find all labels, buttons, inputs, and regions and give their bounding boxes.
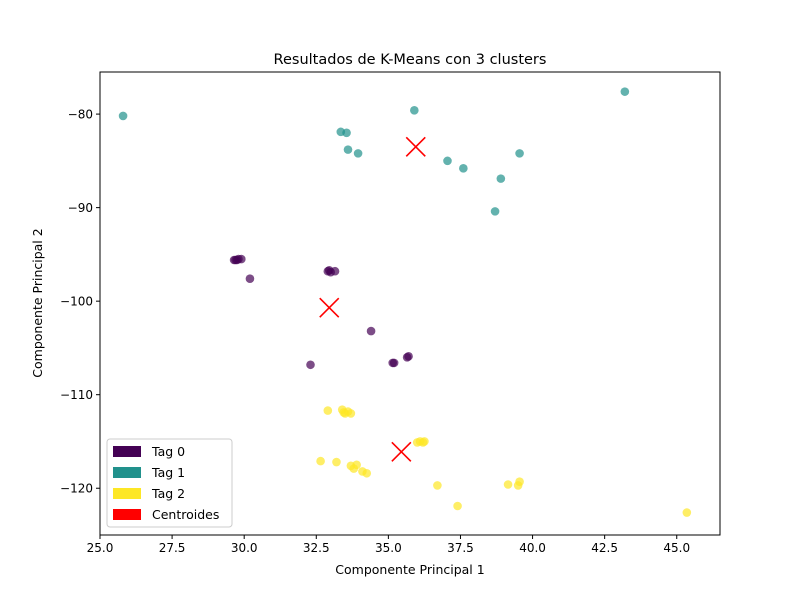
y-tick-label: −100 bbox=[60, 295, 93, 309]
chart-title: Resultados de K-Means con 3 clusters bbox=[274, 52, 547, 68]
scatter-point-tag1-0 bbox=[118, 111, 128, 121]
scatter-point-tag0-10 bbox=[366, 326, 376, 336]
x-tick-label: 35.0 bbox=[375, 541, 402, 555]
scatter-point-tag1-9 bbox=[515, 149, 524, 158]
x-tick-label: 27.5 bbox=[159, 541, 186, 555]
scatter-point-tag1-10 bbox=[496, 174, 506, 183]
scatter-point-tag0-15 bbox=[404, 352, 413, 361]
centroid-marker-1 bbox=[319, 297, 340, 318]
legend-label: Tag 2 bbox=[151, 486, 185, 501]
y-tick-label: −120 bbox=[60, 482, 93, 496]
scatter-point-tag0-9 bbox=[330, 266, 340, 276]
scatter-point-tag1-4 bbox=[342, 128, 351, 138]
x-tick-label: 32.5 bbox=[303, 541, 330, 555]
legend-swatch bbox=[113, 467, 141, 478]
scatter-point-tag2-22 bbox=[682, 508, 692, 517]
scatter-point-tag1-5 bbox=[343, 145, 353, 154]
scatter-point-tag1-6 bbox=[353, 149, 363, 158]
scatter-point-tag1-8 bbox=[459, 164, 468, 173]
x-axis-label: Componente Principal 1 bbox=[335, 562, 484, 577]
scatter-point-tag2-16 bbox=[362, 468, 372, 478]
scatter-point-tag1-2 bbox=[620, 87, 630, 96]
x-tick-label: 30.0 bbox=[231, 541, 258, 555]
legend-label: Tag 0 bbox=[151, 444, 185, 459]
legend-label: Centroides bbox=[152, 507, 219, 522]
scatter-point-tag2-11 bbox=[332, 457, 341, 467]
scatter-point-tag1-7 bbox=[443, 156, 452, 166]
centroid-marker-2 bbox=[391, 441, 412, 462]
scatter-point-tag2-19 bbox=[503, 480, 513, 489]
legend-swatch bbox=[113, 446, 141, 457]
legend-swatch bbox=[113, 509, 141, 520]
scatter-point-tag2-14 bbox=[349, 464, 359, 473]
axes-frame bbox=[99, 71, 721, 536]
y-tick-label: −110 bbox=[60, 388, 93, 402]
scatter-point-tag0-11 bbox=[306, 360, 315, 370]
scatter-point-tag1-1 bbox=[410, 106, 419, 115]
centroid-marker-0 bbox=[405, 136, 426, 157]
scatter-point-tag0-4 bbox=[229, 255, 239, 265]
x-tick-label: 40.0 bbox=[519, 541, 546, 555]
plot-area bbox=[118, 87, 692, 517]
scatter-point-tag2-21 bbox=[515, 477, 524, 486]
y-axis: −80 −90 −100 −110 −120 bbox=[60, 108, 100, 496]
y-tick-label: −90 bbox=[68, 201, 93, 215]
x-tick-label: 37.5 bbox=[447, 541, 474, 555]
y-axis-label: Componente Principal 2 bbox=[30, 228, 45, 377]
scatter-point-tag0-13 bbox=[389, 358, 399, 368]
scatter-point-tag0-5 bbox=[245, 274, 255, 284]
legend-box bbox=[106, 438, 233, 528]
x-axis: 25.0 27.5 30.0 32.5 35.0 37.5 40.0 42.5 45.0 bbox=[87, 535, 690, 555]
x-tick-label: 42.5 bbox=[591, 541, 618, 555]
scatter-point-tag2-0 bbox=[323, 406, 333, 415]
scatter-point-tag2-18 bbox=[453, 501, 462, 511]
legend-swatch bbox=[113, 488, 141, 499]
scatter-point-tag1-11 bbox=[490, 207, 500, 216]
scatter-point-tag2-10 bbox=[316, 456, 325, 466]
y-tick-label: −80 bbox=[68, 108, 93, 122]
legend-label: Tag 1 bbox=[151, 465, 185, 480]
scatter-point-tag2-5 bbox=[343, 407, 353, 416]
x-tick-label: 25.0 bbox=[87, 541, 114, 555]
x-tick-label: 45.0 bbox=[663, 541, 690, 555]
scatter-point-tag2-9 bbox=[420, 437, 429, 446]
legend: Tag 0 Tag 1 Tag 2 Centroides bbox=[106, 438, 233, 528]
scatter-point-tag2-17 bbox=[433, 481, 442, 490]
